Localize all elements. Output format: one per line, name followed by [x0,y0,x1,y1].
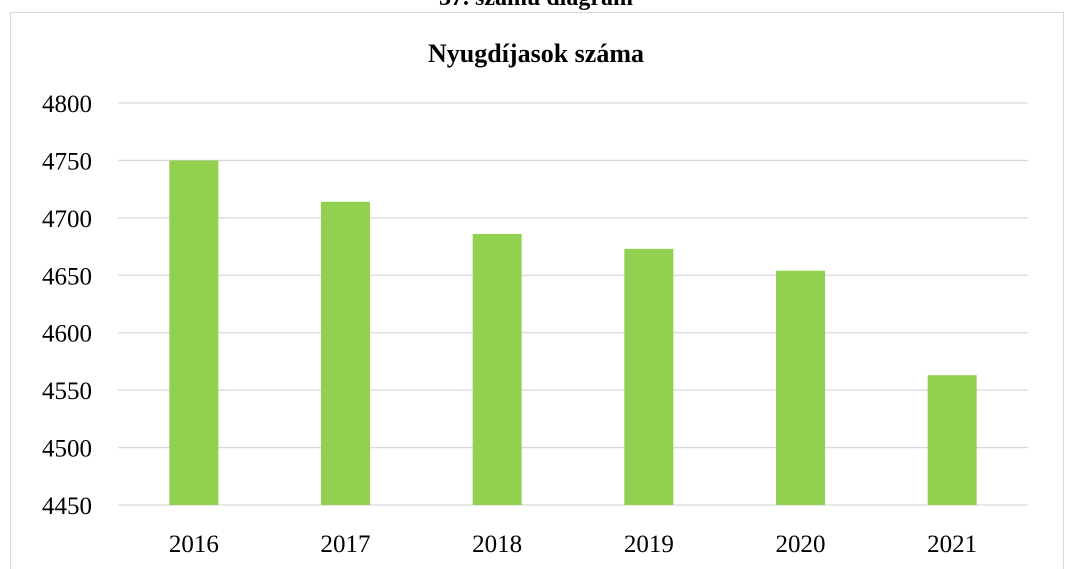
y-tick-label: 4600 [42,321,92,348]
caption: 37. számú diagram [439,0,633,11]
x-tick-label: 2020 [776,531,826,558]
bar [321,201,370,505]
bar [927,375,977,505]
x-tick-label: 2016 [169,531,219,558]
bar [624,248,674,505]
chart-border [10,12,1064,569]
bar [169,160,219,505]
bar [472,233,522,506]
bar [776,270,825,505]
y-tick-label: 4700 [42,206,92,233]
x-tick-label: 2017 [321,531,371,558]
y-tick-label: 4450 [42,493,92,520]
y-tick-label: 4800 [42,91,92,118]
y-tick-label: 4550 [42,378,92,405]
y-tick-label: 4750 [42,148,92,175]
x-tick-label: 2021 [927,531,977,558]
x-tick-label: 2018 [472,531,522,558]
chart-title: Nyugdíjasok száma [428,39,644,68]
y-tick-label: 4650 [42,263,92,290]
y-tick-label: 4500 [42,436,92,463]
x-tick-label: 2019 [624,531,674,558]
